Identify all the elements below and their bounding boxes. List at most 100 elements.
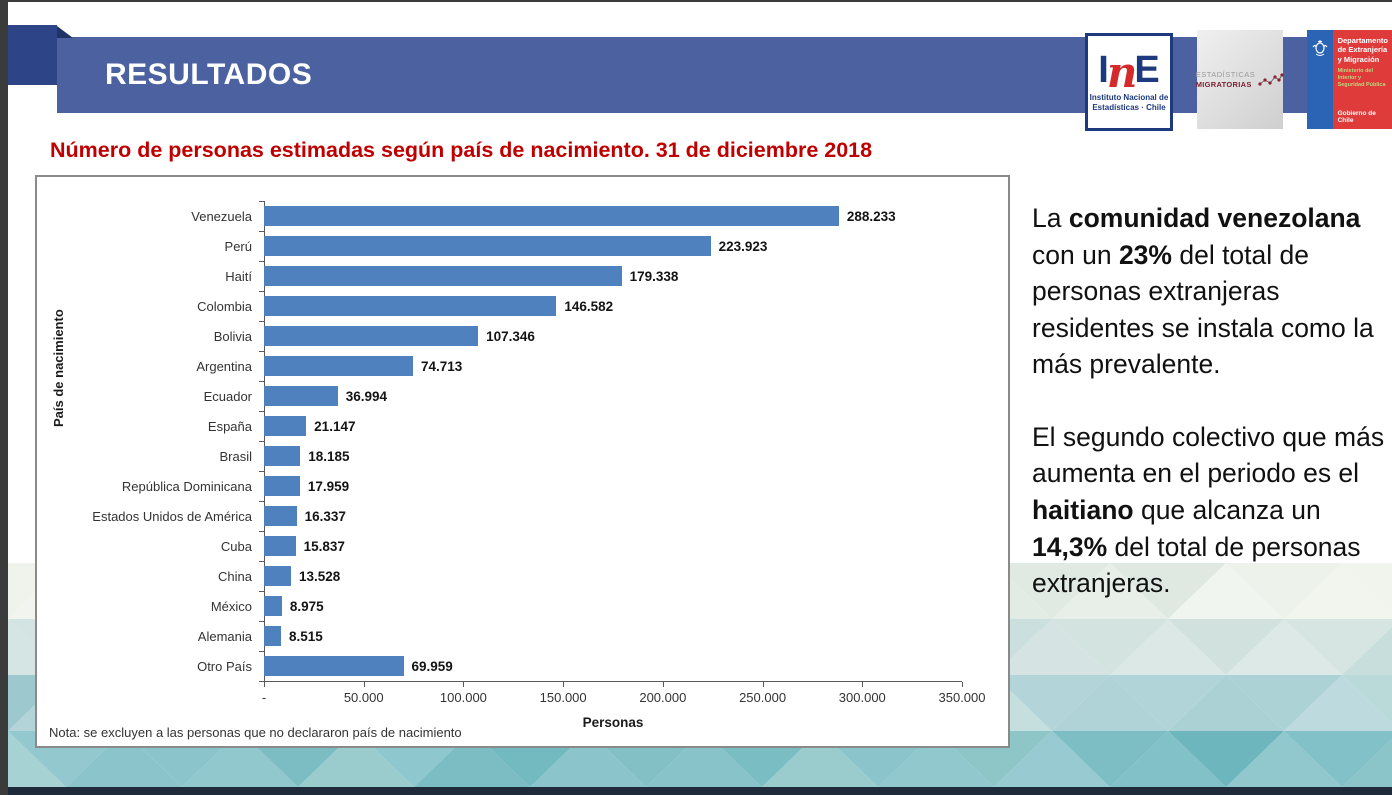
x-tick-label: 200.000 <box>639 690 687 705</box>
departamento-extranjeria-logo: Departamento de Extranjería y Migración … <box>1307 30 1392 129</box>
commentary-text: La comunidad venezolana con un 23% del t… <box>1032 200 1392 602</box>
chart-note: Nota: se excluyen a las personas que no … <box>49 725 462 740</box>
value-label: 223.923 <box>718 238 768 254</box>
x-tick-label: 250.000 <box>739 690 787 705</box>
value-label: 74.713 <box>420 358 463 374</box>
departamento-ministry: Ministerio del Interior y Seguridad Públ… <box>1337 68 1386 89</box>
trend-line-icon <box>1258 72 1284 86</box>
category-label: Cuba <box>220 538 252 554</box>
chart-row: Haití 179.338 <box>37 261 962 291</box>
chart-row: Brasil 18.185 <box>37 441 962 471</box>
bar <box>264 656 404 676</box>
ine-caption-line2: Estadísticas · Chile <box>1092 103 1166 112</box>
bar <box>264 536 296 556</box>
commentary-paragraph-2: El segundo colectivo que más aumenta en … <box>1032 421 1385 599</box>
x-tick-label: - <box>261 690 267 705</box>
value-label: 69.959 <box>411 658 453 674</box>
category-label: España <box>207 418 252 434</box>
chart-row: Estados Unidos de América 16.337 <box>37 501 962 531</box>
commentary-paragraph-1: La comunidad venezolana con un 23% del t… <box>1032 203 1374 380</box>
bar <box>264 206 839 226</box>
value-label: 13.528 <box>298 568 341 584</box>
chart-row: Cuba 15.837 <box>37 531 962 561</box>
ine-letter-e: E <box>1134 49 1160 92</box>
bar <box>264 236 711 256</box>
chile-coat-of-arms-icon <box>1307 30 1333 129</box>
departamento-name: Departamento de Extranjería y Migración <box>1337 36 1388 64</box>
value-label: 15.837 <box>303 538 345 554</box>
category-label: Brasil <box>219 448 252 464</box>
chart-row: Perú 223.923 <box>37 231 962 261</box>
category-label: Bolivia <box>213 328 252 344</box>
chart-row: Bolivia 107.346 <box>37 321 962 351</box>
chart-rows: Venezuela 288.233 Perú 223.923 Haití 179.338 C… <box>37 201 962 681</box>
x-axis-ticks: - 50.000 100.000 150.000 200.000 250.000 300.0… <box>261 682 986 712</box>
bar <box>264 386 338 406</box>
page-title: RESULTADOS <box>105 58 313 91</box>
category-label: Estados Unidos de América <box>92 508 252 524</box>
x-tick-label: 150.000 <box>539 690 587 705</box>
category-label: Colombia <box>197 298 252 314</box>
category-label: Perú <box>224 238 252 254</box>
header-ribbon-tail <box>8 25 57 85</box>
value-label: 18.185 <box>308 448 350 464</box>
x-tick-mark <box>962 682 963 687</box>
bar <box>264 326 479 346</box>
chart-row: Ecuador 36.994 <box>37 381 962 411</box>
value-label: 179.338 <box>629 268 679 284</box>
x-tick-mark <box>463 682 465 687</box>
category-label: Venezuela <box>191 208 252 224</box>
bar <box>264 296 557 316</box>
chart-row: Otro País 69.959 <box>37 651 962 681</box>
bar <box>264 596 282 616</box>
chart-row: México 8.975 <box>37 591 962 621</box>
chart-row: España 21.147 <box>37 411 962 441</box>
category-label: Alemania <box>197 628 252 644</box>
category-label: República Dominicana <box>121 478 252 494</box>
bar <box>264 566 291 586</box>
slide-bottom-bar <box>8 787 1392 795</box>
category-axis-ticks <box>259 201 264 682</box>
x-tick-mark <box>862 682 864 687</box>
x-tick-label: 50.000 <box>343 690 384 705</box>
category-label: Ecuador <box>203 388 252 404</box>
x-tick-mark <box>363 682 365 687</box>
chart-row: Colombia 146.582 <box>37 291 962 321</box>
value-label: 16.337 <box>304 508 346 524</box>
value-label: 21.147 <box>314 418 356 434</box>
header-ribbon-fold <box>57 26 73 38</box>
value-label: 8.975 <box>289 598 324 614</box>
value-label: 107.346 <box>486 328 535 344</box>
estadisticas-migratorias-logo: ESTADÍSTICAS MIGRATORIAS <box>1195 30 1284 129</box>
migratorias-label-line1: ESTADÍSTICAS <box>1195 70 1256 80</box>
category-label: China <box>218 568 252 584</box>
x-tick-label: 300.000 <box>838 690 886 705</box>
category-axis-line <box>264 201 265 682</box>
category-label: Haití <box>225 268 252 284</box>
x-tick-mark <box>662 682 664 687</box>
gobierno-de-chile-label: Gobierno de Chile <box>1337 110 1376 124</box>
migratorias-label-line2: MIGRATORIAS <box>1195 79 1252 89</box>
chart-row: Argentina 74.713 <box>37 351 962 381</box>
x-axis-label: Personas <box>582 715 644 730</box>
value-label: 288.233 <box>846 208 896 224</box>
chart-row: Venezuela 288.233 <box>37 201 962 231</box>
chart-row: China 13.528 <box>37 561 962 591</box>
bar <box>264 476 300 496</box>
bar <box>264 356 413 376</box>
chart-row: República Dominicana 17.959 <box>37 471 962 501</box>
ine-letter-n: n <box>1106 47 1138 97</box>
value-label: 146.582 <box>564 298 614 314</box>
ine-caption-line1: Instituto Nacional de <box>1089 93 1169 103</box>
chart-row: Alemania 8.515 <box>37 621 962 651</box>
category-label: Otro País <box>197 658 252 674</box>
x-tick-label: 350.000 <box>938 690 986 705</box>
x-tick-mark <box>264 682 265 687</box>
bar-chart: País de nacimiento Venezuela 288.233 Perú 2… <box>35 175 1010 748</box>
bar <box>264 506 297 526</box>
chart-title: Número de personas estimadas según país … <box>50 138 873 162</box>
bar <box>264 626 281 646</box>
